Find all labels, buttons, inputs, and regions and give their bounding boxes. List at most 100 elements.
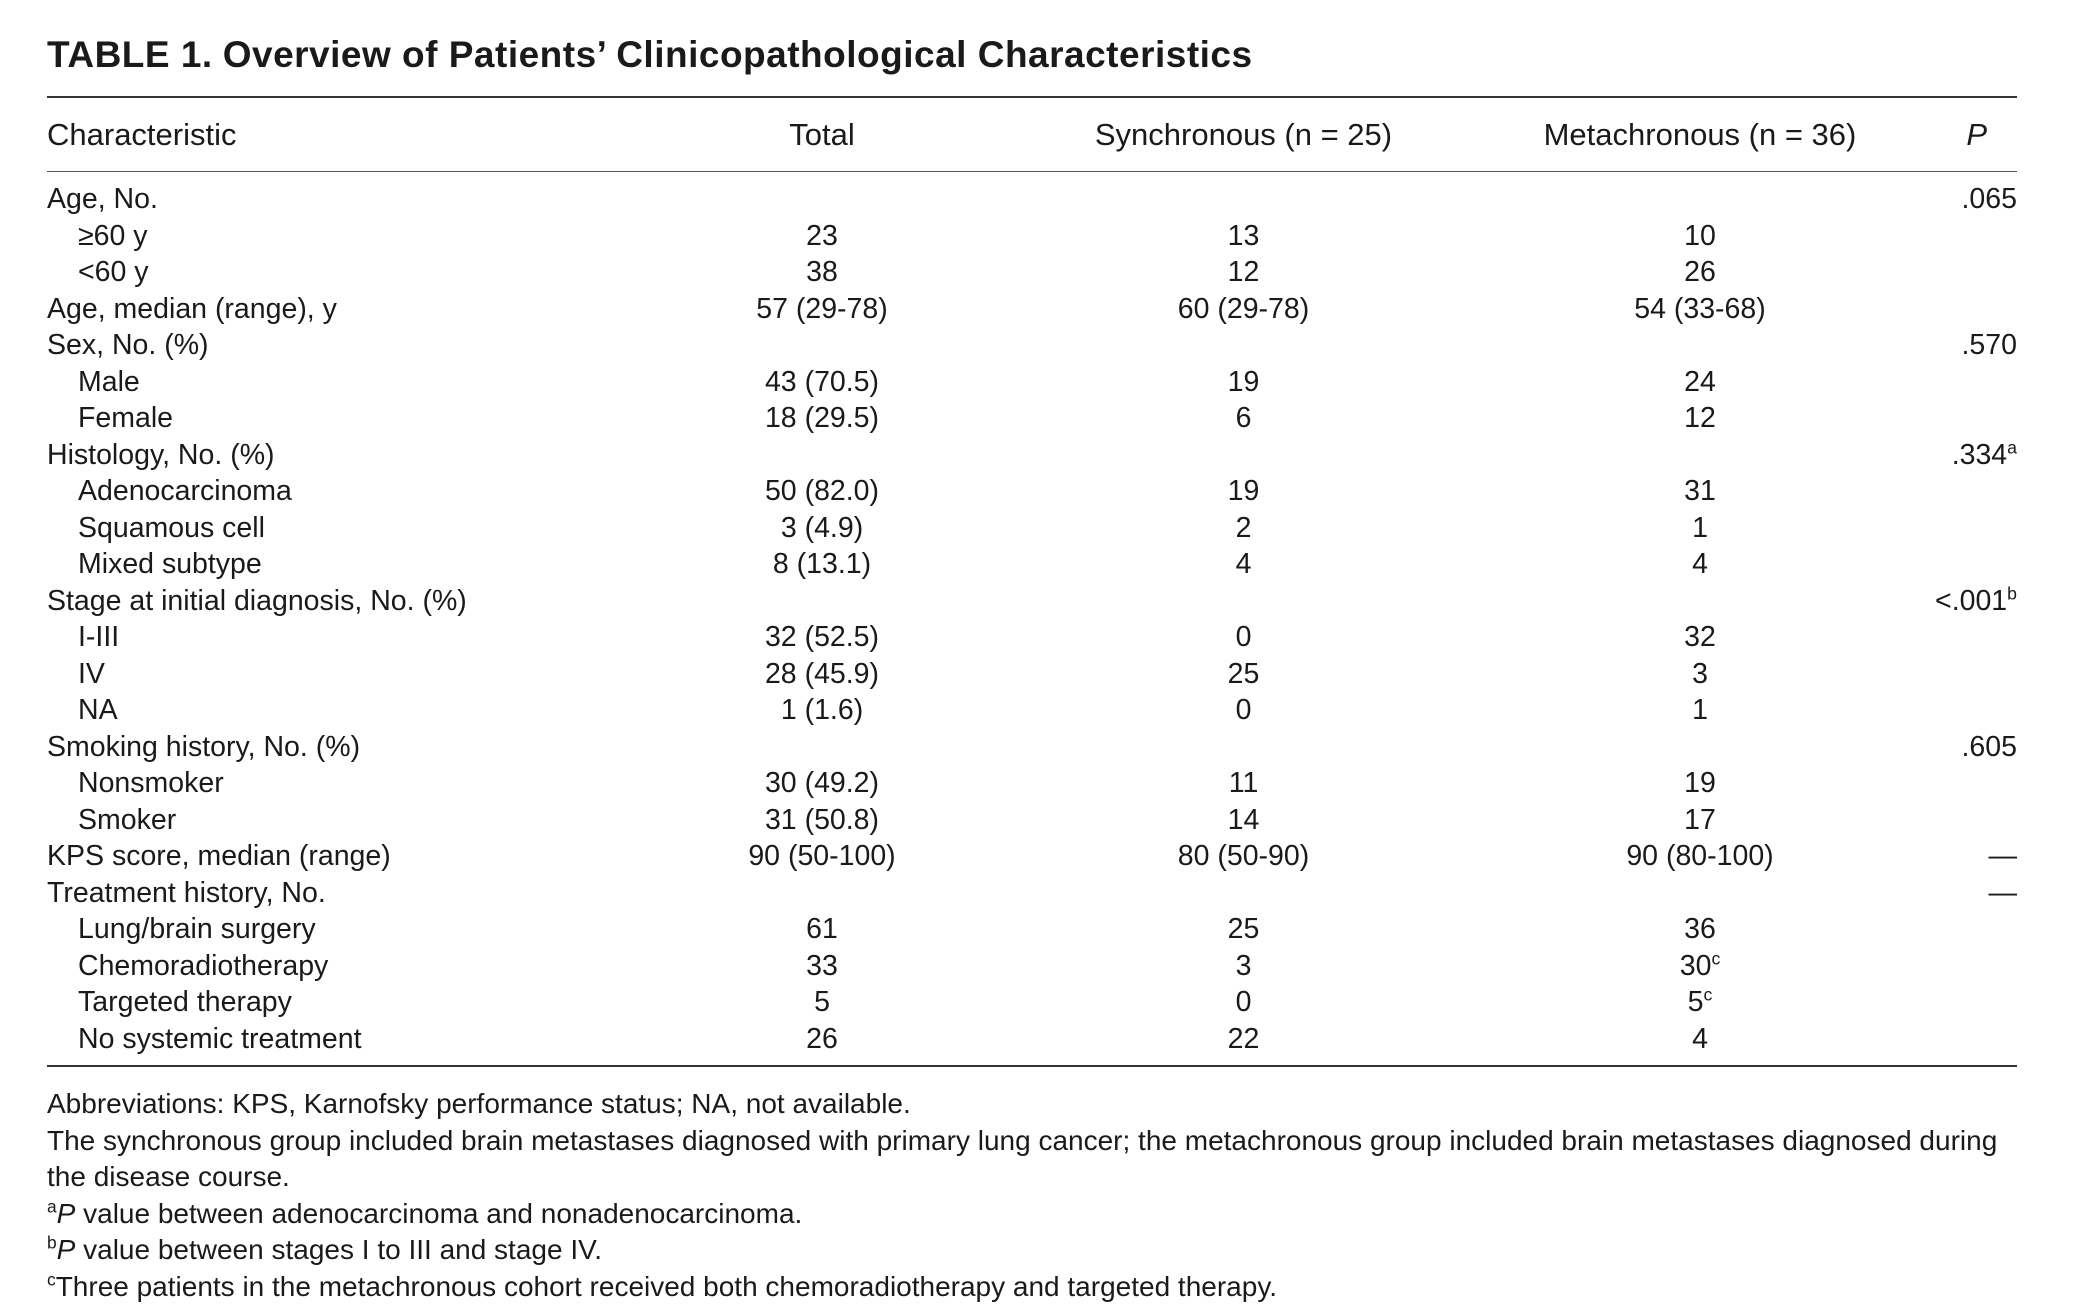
cell-metachronous-value: 36 <box>1684 913 1716 945</box>
cell-characteristic: ≥60 y <box>47 218 627 255</box>
table-row: Female 18 (29.5) 6 12 <box>47 400 2017 437</box>
cell-characteristic: Histology, No. (%) <box>47 437 627 474</box>
cell-total: 26 <box>627 1021 1017 1058</box>
cell-characteristic: Smoking history, No. (%) <box>47 729 627 766</box>
table-row: Smoking history, No. (%) .605 <box>47 729 2017 766</box>
cell-p-value <box>1930 473 2017 510</box>
cell-metachronous: 10 <box>1470 218 1930 255</box>
cell-synchronous-value: 19 <box>1228 366 1260 398</box>
cell-characteristic-value: ≥60 y <box>78 220 148 252</box>
cell-synchronous-value: 22 <box>1228 1023 1260 1055</box>
cell-metachronous: 12 <box>1470 400 1930 437</box>
cell-synchronous: 19 <box>1017 364 1470 401</box>
cell-p-value-value: .334 <box>1952 439 2007 471</box>
cell-synchronous-value: 6 <box>1236 402 1252 434</box>
footnote-b-mark: b <box>47 1233 57 1253</box>
cell-total: 1 (1.6) <box>627 692 1017 729</box>
header-characteristic: Characteristic <box>47 98 627 171</box>
cell-synchronous: 12 <box>1017 254 1470 291</box>
cell-synchronous-value: 14 <box>1228 804 1260 836</box>
cell-metachronous: 31 <box>1470 473 1930 510</box>
cell-metachronous-value: 17 <box>1684 804 1716 836</box>
cell-total: 50 (82.0) <box>627 473 1017 510</box>
cell-p-value-footnote-mark: a <box>2007 437 2017 457</box>
cell-total: 5 <box>627 984 1017 1021</box>
cell-synchronous-value: 12 <box>1228 256 1260 288</box>
cell-synchronous: 2 <box>1017 510 1470 547</box>
table-header-row: Characteristic Total Synchronous (n = 25… <box>47 98 2017 172</box>
cell-characteristic: IV <box>47 656 627 693</box>
cell-characteristic: Nonsmoker <box>47 765 627 802</box>
cell-synchronous <box>1017 181 1470 218</box>
table-row: Histology, No. (%) .334a <box>47 437 2017 474</box>
cell-total-value: 5 <box>814 986 830 1018</box>
cell-characteristic: Lung/brain surgery <box>47 911 627 948</box>
cell-p-value <box>1930 510 2017 547</box>
cell-characteristic: Treatment history, No. <box>47 875 627 912</box>
cell-synchronous-value: 25 <box>1228 913 1260 945</box>
cell-total: 90 (50-100) <box>627 838 1017 875</box>
cell-p-value <box>1930 911 2017 948</box>
table-row: Treatment history, No.— <box>47 875 2017 912</box>
cell-metachronous: 4 <box>1470 1021 1930 1058</box>
cell-synchronous: 3 <box>1017 948 1470 985</box>
cell-metachronous: 90 (80-100) <box>1470 838 1930 875</box>
header-metachronous: Metachronous (n = 36) <box>1470 98 1930 171</box>
cell-characteristic: <60 y <box>47 254 627 291</box>
cell-characteristic: Stage at initial diagnosis, No. (%) <box>47 583 627 620</box>
cell-total: 3 (4.9) <box>627 510 1017 547</box>
cell-total-value: 8 (13.1) <box>773 548 871 580</box>
cell-p-value: .065 <box>1930 181 2017 218</box>
footnote-b-p: P <box>57 1234 76 1265</box>
cell-p-value <box>1930 1021 2017 1058</box>
cell-total-value: 18 (29.5) <box>765 402 879 434</box>
cell-characteristic-value: Treatment history, No. <box>47 877 326 909</box>
cell-metachronous-value: 4 <box>1692 1023 1708 1055</box>
cell-synchronous: 0 <box>1017 619 1470 656</box>
cell-characteristic: Mixed subtype <box>47 546 627 583</box>
cell-total: 43 (70.5) <box>627 364 1017 401</box>
table-container: TABLE 1.Overview of Patients’ Clinicopat… <box>47 30 2017 1305</box>
cell-total <box>627 729 1017 766</box>
footnote-a-p: P <box>57 1198 76 1229</box>
cell-synchronous <box>1017 875 1470 912</box>
cell-metachronous-value: 10 <box>1684 220 1716 252</box>
cell-metachronous-value: 30 <box>1680 950 1712 982</box>
cell-characteristic: I-III <box>47 619 627 656</box>
cell-characteristic: Female <box>47 400 627 437</box>
cell-p-value-value: .570 <box>1962 329 2017 361</box>
cell-metachronous: 17 <box>1470 802 1930 839</box>
cell-characteristic-value: Lung/brain surgery <box>78 913 316 945</box>
cell-synchronous-value: 2 <box>1236 512 1252 544</box>
cell-total-value: 30 (49.2) <box>765 767 879 799</box>
cell-total: 23 <box>627 218 1017 255</box>
cell-metachronous: 3 <box>1470 656 1930 693</box>
cell-synchronous-value: 0 <box>1236 986 1252 1018</box>
cell-characteristic-value: Age, median (range), y <box>47 293 337 325</box>
cell-synchronous <box>1017 583 1470 620</box>
cell-characteristic-value: Female <box>78 402 173 434</box>
cell-synchronous-value: 13 <box>1228 220 1260 252</box>
cell-total: 33 <box>627 948 1017 985</box>
cell-metachronous: 26 <box>1470 254 1930 291</box>
cell-p-value <box>1930 619 2017 656</box>
cell-synchronous: 6 <box>1017 400 1470 437</box>
cell-characteristic: Targeted therapy <box>47 984 627 1021</box>
cell-p-value: <.001b <box>1930 583 2017 620</box>
cell-synchronous: 80 (50-90) <box>1017 838 1470 875</box>
cell-p-value: .605 <box>1930 729 2017 766</box>
cell-metachronous: 4 <box>1470 546 1930 583</box>
cell-p-value-value: <.001 <box>1935 585 2007 617</box>
table-row: ≥60 y 23 13 10 <box>47 218 2017 255</box>
cell-metachronous-value: 3 <box>1692 658 1708 690</box>
cell-total: 30 (49.2) <box>627 765 1017 802</box>
cell-total-value: 3 (4.9) <box>781 512 863 544</box>
cell-p-value <box>1930 948 2017 985</box>
cell-p-value-value: .605 <box>1962 731 2017 763</box>
cell-total-value: 31 (50.8) <box>765 804 879 836</box>
cell-p-value <box>1930 254 2017 291</box>
